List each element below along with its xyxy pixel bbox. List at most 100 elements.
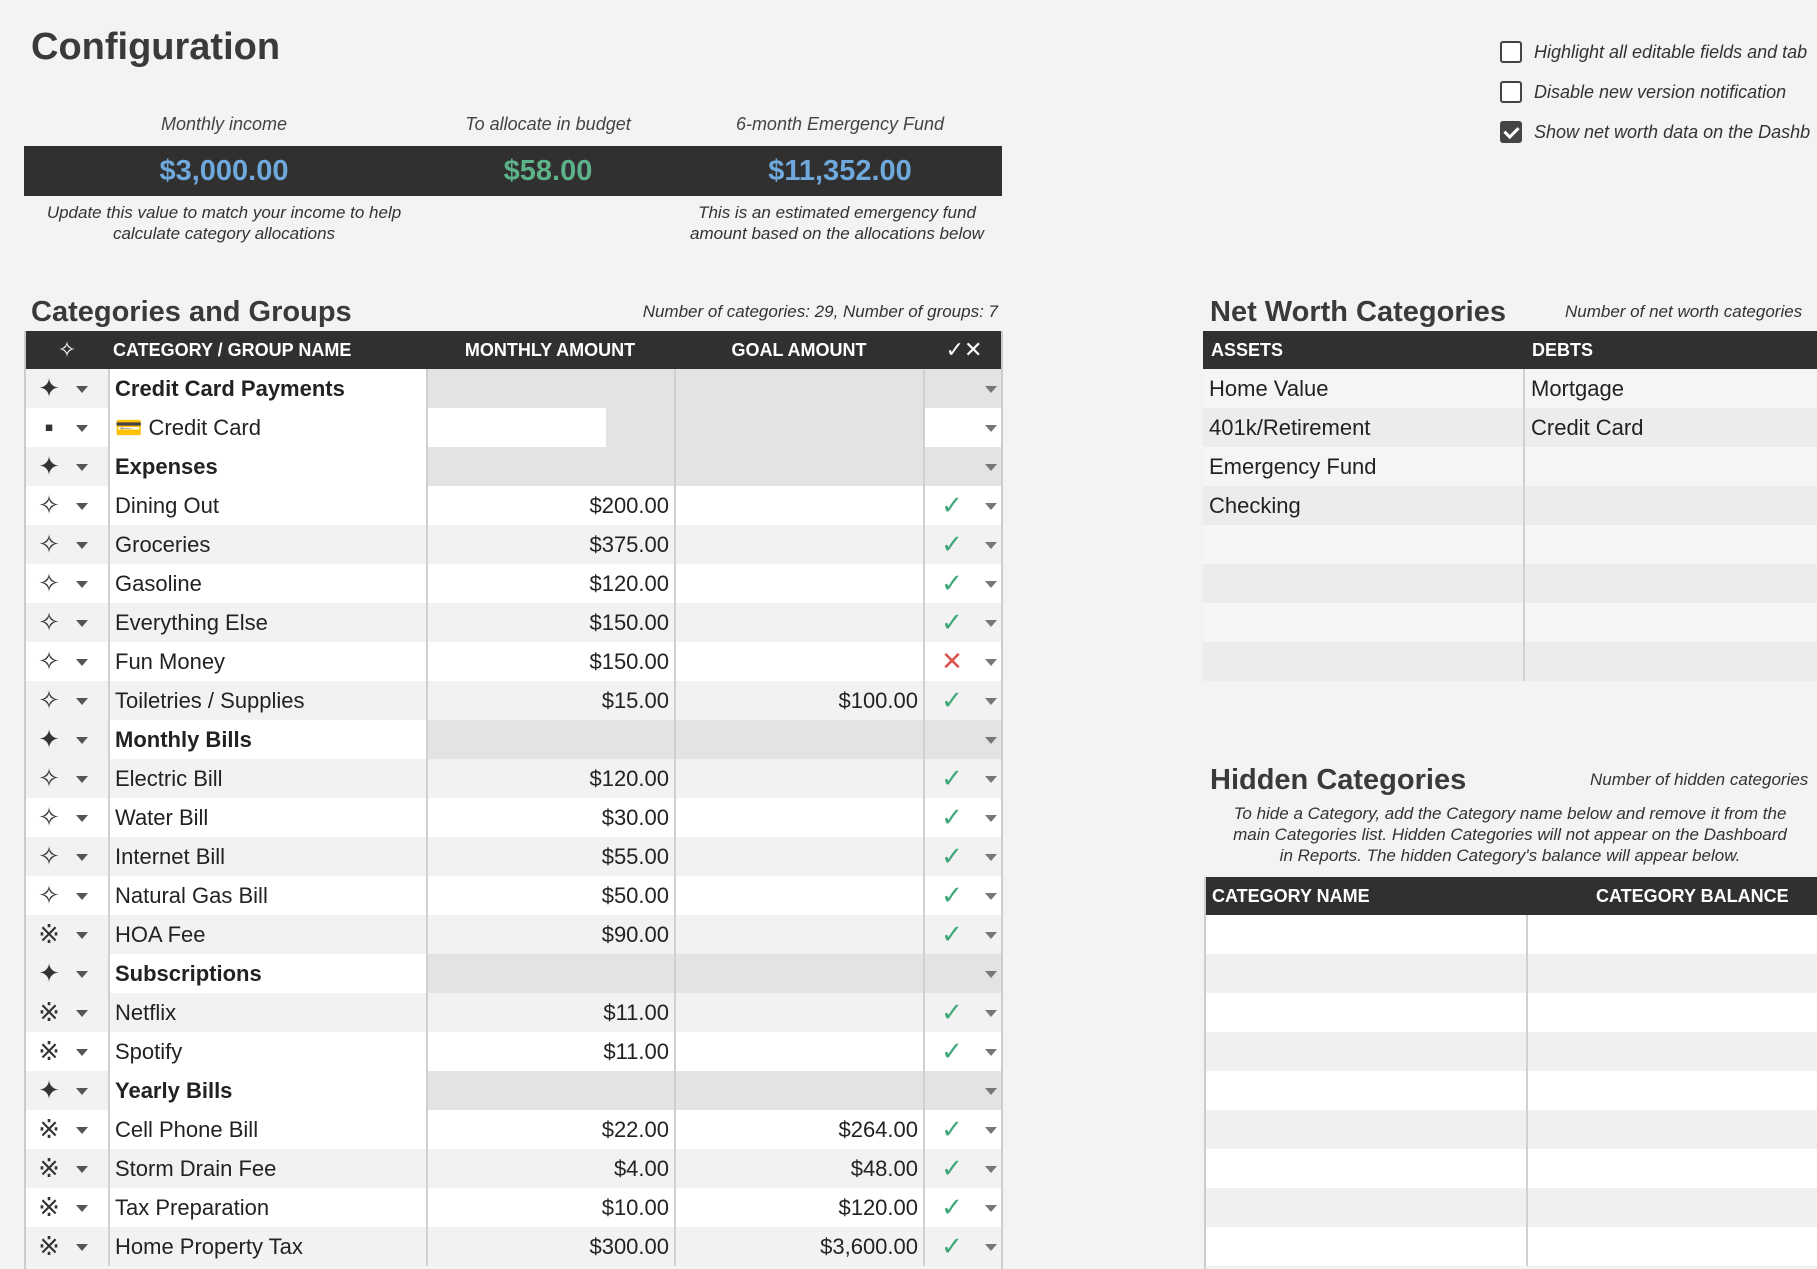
row-menu-chevron-down-icon[interactable] xyxy=(76,659,88,666)
status-dropdown-chevron-down-icon[interactable] xyxy=(985,698,997,705)
monthly-amount[interactable]: $150.00 xyxy=(589,649,669,674)
monthly-amount[interactable] xyxy=(426,408,674,447)
row-menu-chevron-down-icon[interactable] xyxy=(76,698,88,705)
category-name[interactable]: Gasoline xyxy=(115,571,202,596)
monthly-amount[interactable]: $375.00 xyxy=(589,532,669,557)
check-icon[interactable]: ✓ xyxy=(941,1114,963,1144)
goal-amount[interactable] xyxy=(675,603,923,642)
category-name[interactable]: 💳 Credit Card xyxy=(115,415,261,440)
check-icon[interactable]: ✓ xyxy=(941,1036,963,1066)
category-star-icon[interactable]: ✧ xyxy=(38,763,60,793)
monthly-income-value[interactable]: $3,000.00 xyxy=(159,155,289,187)
goal-amount[interactable] xyxy=(675,876,923,915)
category-star-icon[interactable]: ✧ xyxy=(38,529,60,559)
monthly-amount[interactable]: $15.00 xyxy=(601,688,669,713)
asset-name[interactable] xyxy=(1203,564,1523,603)
hidden-category-row[interactable] xyxy=(1206,954,1817,993)
goal-amount[interactable] xyxy=(675,369,923,408)
recurring-icon[interactable]: ※ xyxy=(38,919,60,949)
check-icon[interactable]: ✓ xyxy=(941,802,963,832)
monthly-amount[interactable] xyxy=(426,954,674,993)
goal-amount[interactable]: $48.00 xyxy=(850,1156,918,1181)
check-icon[interactable]: ✓ xyxy=(941,529,963,559)
check-icon[interactable]: ✓ xyxy=(941,841,963,871)
category-star-icon[interactable]: ✧ xyxy=(38,568,60,598)
category-star-icon[interactable]: ✧ xyxy=(38,841,60,871)
goal-amount[interactable] xyxy=(675,915,923,954)
monthly-amount[interactable] xyxy=(426,720,674,759)
monthly-amount[interactable] xyxy=(426,447,674,486)
hidden-category-row[interactable] xyxy=(1206,993,1817,1032)
row-menu-chevron-down-icon[interactable] xyxy=(76,854,88,861)
goal-amount[interactable] xyxy=(675,1032,923,1071)
cross-icon[interactable]: ✕ xyxy=(941,646,963,676)
monthly-amount[interactable]: $90.00 xyxy=(601,922,669,947)
group-star-icon[interactable]: ✦ xyxy=(38,958,60,988)
option-checkbox[interactable] xyxy=(1500,81,1522,103)
category-name[interactable]: Credit Card Payments xyxy=(115,376,345,401)
check-icon[interactable]: ✓ xyxy=(941,1192,963,1222)
category-star-icon[interactable]: ✧ xyxy=(38,685,60,715)
check-icon[interactable]: ✓ xyxy=(941,1231,963,1261)
check-icon[interactable]: ✓ xyxy=(941,997,963,1027)
group-star-icon[interactable]: ✦ xyxy=(38,724,60,754)
row-menu-chevron-down-icon[interactable] xyxy=(76,464,88,471)
monthly-amount[interactable]: $22.00 xyxy=(601,1117,669,1142)
debt-name[interactable]: Mortgage xyxy=(1525,369,1817,408)
category-name[interactable]: Storm Drain Fee xyxy=(115,1156,277,1181)
recurring-icon[interactable]: ※ xyxy=(38,1231,60,1261)
category-name[interactable]: Tax Preparation xyxy=(115,1195,270,1220)
goal-amount[interactable]: $3,600.00 xyxy=(820,1234,918,1259)
monthly-amount[interactable]: $120.00 xyxy=(589,571,669,596)
status-dropdown-chevron-down-icon[interactable] xyxy=(985,1088,997,1095)
asset-name[interactable] xyxy=(1203,525,1523,564)
hidden-category-row[interactable] xyxy=(1206,915,1817,954)
category-name[interactable]: Natural Gas Bill xyxy=(115,883,268,908)
hidden-category-row[interactable] xyxy=(1206,1188,1817,1227)
debt-name[interactable] xyxy=(1525,447,1817,486)
goal-amount[interactable] xyxy=(675,564,923,603)
status-dropdown-chevron-down-icon[interactable] xyxy=(985,1049,997,1056)
row-menu-chevron-down-icon[interactable] xyxy=(76,1049,88,1056)
hidden-category-row[interactable] xyxy=(1206,1227,1817,1266)
asset-name[interactable]: Emergency Fund xyxy=(1203,447,1523,486)
status-dropdown-chevron-down-icon[interactable] xyxy=(985,776,997,783)
row-menu-chevron-down-icon[interactable] xyxy=(76,737,88,744)
credit-card-square-icon[interactable]: ▪ xyxy=(44,412,54,442)
status-dropdown-chevron-down-icon[interactable] xyxy=(985,464,997,471)
status-dropdown-chevron-down-icon[interactable] xyxy=(985,737,997,744)
recurring-icon[interactable]: ※ xyxy=(38,1153,60,1183)
status-dropdown-chevron-down-icon[interactable] xyxy=(985,932,997,939)
category-star-icon[interactable]: ✧ xyxy=(38,880,60,910)
debt-name[interactable]: Credit Card xyxy=(1525,408,1817,447)
group-star-icon[interactable]: ✦ xyxy=(38,373,60,403)
status-dropdown-chevron-down-icon[interactable] xyxy=(985,815,997,822)
debt-name[interactable] xyxy=(1525,486,1817,525)
status-dropdown-chevron-down-icon[interactable] xyxy=(985,893,997,900)
category-name[interactable]: Home Property Tax xyxy=(115,1234,303,1259)
row-menu-chevron-down-icon[interactable] xyxy=(76,776,88,783)
option-checkbox[interactable] xyxy=(1500,41,1522,63)
hidden-category-row[interactable] xyxy=(1206,1071,1817,1110)
goal-amount[interactable] xyxy=(675,837,923,876)
category-star-icon[interactable]: ✧ xyxy=(38,490,60,520)
row-menu-chevron-down-icon[interactable] xyxy=(76,425,88,432)
goal-amount[interactable]: $264.00 xyxy=(838,1117,918,1142)
check-icon[interactable]: ✓ xyxy=(941,763,963,793)
row-menu-chevron-down-icon[interactable] xyxy=(76,815,88,822)
row-menu-chevron-down-icon[interactable] xyxy=(76,542,88,549)
category-name[interactable]: Subscriptions xyxy=(115,961,262,986)
debt-name[interactable] xyxy=(1525,603,1817,642)
category-star-icon[interactable]: ✧ xyxy=(38,802,60,832)
category-name[interactable]: Electric Bill xyxy=(115,766,223,791)
row-menu-chevron-down-icon[interactable] xyxy=(76,893,88,900)
row-menu-chevron-down-icon[interactable] xyxy=(76,1127,88,1134)
row-menu-chevron-down-icon[interactable] xyxy=(76,386,88,393)
goal-amount[interactable] xyxy=(675,486,923,525)
monthly-amount[interactable]: $10.00 xyxy=(601,1195,669,1220)
row-menu-chevron-down-icon[interactable] xyxy=(76,1088,88,1095)
category-name[interactable]: Everything Else xyxy=(115,610,268,635)
goal-amount[interactable] xyxy=(675,408,923,447)
monthly-amount[interactable]: $11.00 xyxy=(603,1000,669,1025)
category-name[interactable]: HOA Fee xyxy=(115,922,206,947)
